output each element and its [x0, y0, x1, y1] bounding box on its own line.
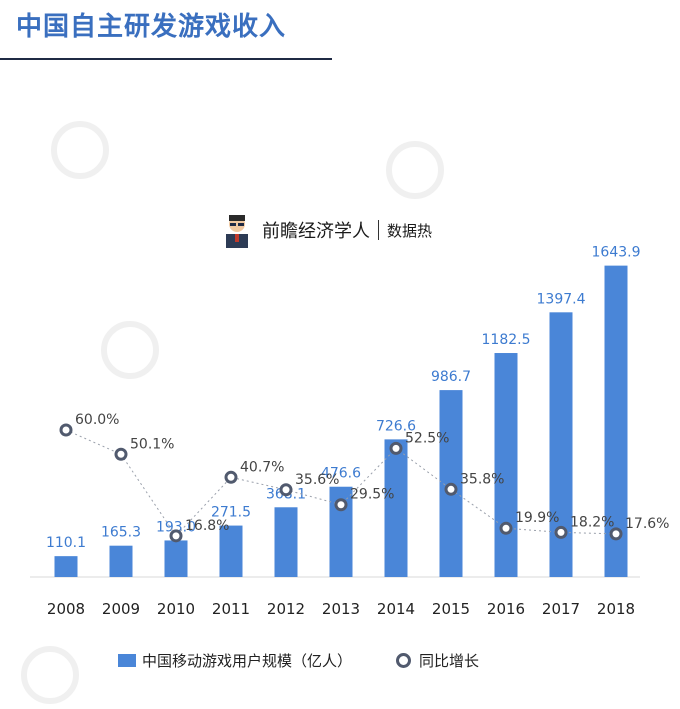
bar-value-label: 1397.4	[537, 291, 586, 307]
legend-bar-label: 中国移动游戏用户规模（亿人）	[142, 652, 353, 670]
x-tick-label: 2015	[432, 600, 470, 618]
x-tick-label: 2011	[212, 600, 250, 618]
x-tick-label: 2010	[157, 600, 195, 618]
growth-value-label: 29.5%	[350, 487, 394, 503]
legend-bar-swatch	[118, 654, 136, 667]
x-tick-label: 2016	[487, 600, 525, 618]
chart-legend: 中国移动游戏用户规模（亿人） 同比增长	[118, 650, 479, 671]
growth-line	[65, 429, 617, 537]
brand-divider	[378, 220, 379, 240]
growth-value-label: 50.1%	[130, 436, 174, 452]
bar	[54, 556, 78, 577]
brand-bar: 前瞻经济学人 数据热	[220, 212, 432, 248]
growth-point	[279, 483, 293, 497]
watermark-icon	[21, 646, 79, 704]
growth-value-label: 17.6%	[625, 516, 669, 532]
bar-value-label: 1643.9	[592, 245, 641, 261]
growth-point	[59, 423, 73, 437]
growth-value-label: 35.6%	[295, 472, 339, 488]
growth-point	[224, 470, 238, 484]
bar	[604, 265, 628, 577]
bar	[164, 540, 188, 577]
economist-avatar-icon	[226, 215, 248, 248]
bar	[219, 525, 243, 577]
x-tick-label: 2017	[542, 600, 580, 618]
revenue-chart: 110.1165.3193.0271.5368.1476.6726.6986.7…	[30, 245, 669, 618]
bar-value-label: 271.5	[211, 505, 251, 521]
bar	[549, 312, 573, 577]
x-tick-label: 2013	[322, 600, 360, 618]
growth-value-label: 16.8%	[185, 518, 229, 534]
growth-point	[499, 521, 513, 535]
bar	[494, 353, 518, 577]
bar	[329, 486, 353, 577]
growth-value-label: 35.8%	[460, 471, 504, 487]
legend-line-label: 同比增长	[419, 652, 480, 670]
x-tick-label: 2014	[377, 600, 415, 618]
growth-point	[554, 525, 568, 539]
growth-point	[334, 498, 348, 512]
growth-point	[609, 527, 623, 541]
growth-value-label: 60.0%	[75, 412, 119, 428]
growth-point	[169, 529, 183, 543]
x-tick-label: 2012	[267, 600, 305, 618]
growth-point	[444, 482, 458, 496]
legend-line-marker	[396, 653, 412, 668]
bar-value-label: 1182.5	[482, 332, 531, 348]
brand-subtitle: 数据热	[387, 221, 433, 240]
x-tick-label: 2018	[597, 600, 635, 618]
growth-value-label: 52.5%	[405, 430, 449, 446]
bar	[109, 545, 133, 577]
brand-name: 前瞻经济学人	[262, 221, 370, 242]
bar-value-label: 726.6	[376, 418, 416, 434]
page-title: 中国自主研发游戏收入	[16, 12, 287, 42]
bar-value-label: 110.1	[46, 535, 86, 551]
bar	[274, 507, 298, 577]
title-underline	[0, 58, 332, 60]
bar-value-label: 476.6	[321, 466, 361, 482]
growth-point	[114, 447, 128, 461]
bar-value-label: 986.7	[431, 369, 471, 385]
x-tick-label: 2009	[102, 600, 140, 618]
bar-value-label: 165.3	[101, 525, 141, 541]
bar	[384, 439, 408, 577]
growth-value-label: 18.2%	[570, 514, 614, 530]
x-tick-label: 2008	[47, 600, 85, 618]
growth-point	[389, 441, 403, 455]
growth-value-label: 40.7%	[240, 459, 284, 475]
growth-value-label: 19.9%	[515, 510, 559, 526]
bar-value-label: 193.0	[156, 519, 196, 535]
